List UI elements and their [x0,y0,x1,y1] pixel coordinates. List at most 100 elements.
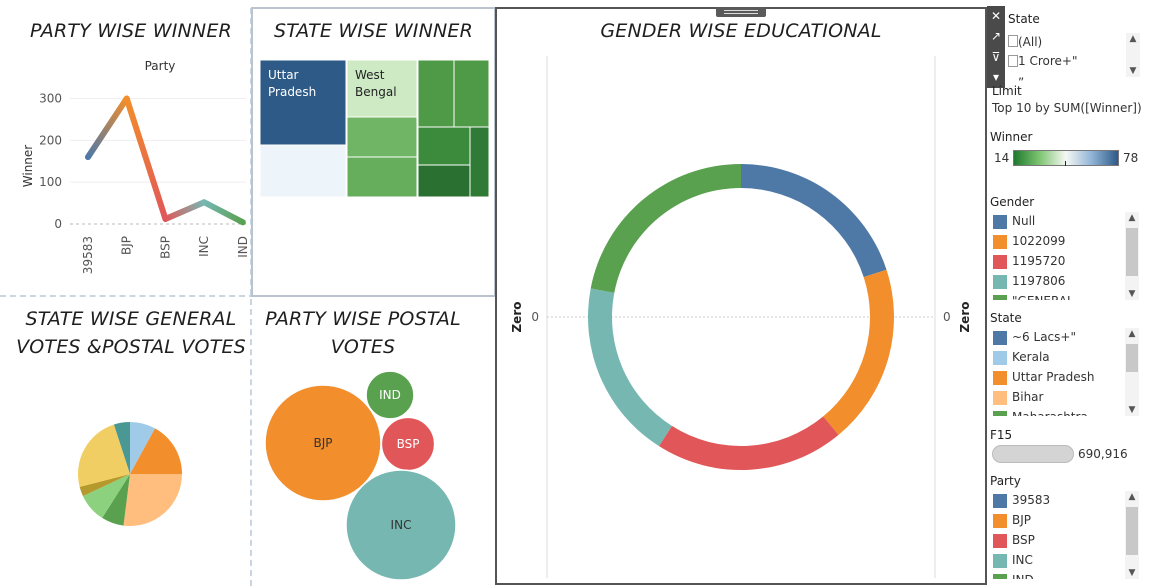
pie-slice[interactable] [113,422,130,474]
drag-handle[interactable] [716,7,766,17]
scroll-thumb[interactable] [1126,344,1138,372]
drag-handle-line [724,13,758,14]
treemap-cell[interactable] [453,59,490,128]
state-swatch [993,331,1007,345]
party-winner-line-chart[interactable]: 300 200 100 0 Party Winner 39583 BJP BSP INC IND [0,50,250,290]
party-postal-title-line1: PARTY WISE POSTAL [265,308,461,330]
scroll-down-icon[interactable]: ▼ [1128,568,1136,578]
gender-swatch [993,235,1007,249]
gender-swatch [993,215,1007,229]
y-tick-label: 0 [54,217,62,231]
line-segment[interactable] [85,95,130,161]
gender-donut-chart[interactable]: Zero Zero 0 0 [497,48,985,583]
gender-legend-header: Gender [990,195,1035,209]
x-tick-label: INC [197,236,211,257]
state-legend-item[interactable]: Bihar [1012,390,1044,404]
menu-dropdown-icon[interactable]: ▾ [992,70,1000,84]
state-legend-item[interactable]: ~6 Lacs+" [1012,330,1076,344]
scroll-down-icon[interactable]: ▼ [1128,289,1136,299]
state-filter-option-all[interactable]: (All) [1018,35,1043,49]
state-legend-header: State [990,311,1022,325]
donut-slice[interactable] [588,288,672,447]
scroll-up-icon[interactable]: ▲ [1128,492,1136,502]
treemap-label: Pradesh [268,85,316,99]
pie-slice[interactable] [79,474,130,497]
scroll-up-icon[interactable]: ▲ [1129,34,1137,44]
popout-icon[interactable]: ↗ [990,29,1002,43]
winner-scale-min: 14 [994,151,1010,165]
party-legend-item[interactable]: INC [1012,553,1033,567]
state-legend-list: ~6 Lacs+" Kerala Uttar Pradesh Bihar Mah… [990,328,1125,416]
state-legend-item[interactable]: Kerala [1012,350,1050,364]
party-legend-item[interactable]: BJP [1012,513,1032,527]
pie-slice[interactable] [82,474,130,518]
pie-slice[interactable] [130,428,182,474]
treemap-cell[interactable] [469,126,490,198]
gender-legend-item[interactable]: "GENERAL [1012,294,1074,300]
treemap-cell[interactable] [417,126,471,166]
treemap-cell[interactable] [259,144,347,198]
winner-scale-max: 78 [1123,151,1139,165]
gender-swatch [993,275,1007,289]
donut-slice[interactable] [590,164,741,293]
state-filter-checkbox-crore[interactable] [1008,55,1018,67]
donut-slice[interactable] [659,416,839,470]
state-filter-header: State [1008,12,1040,26]
treemap-cell[interactable] [346,59,418,118]
pie-slice[interactable] [130,422,156,474]
state-filter-option-crore[interactable]: 1 Crore+" [1018,54,1078,68]
f15-header: F15 [990,428,1013,442]
treemap-cell[interactable] [346,116,418,158]
close-icon[interactable]: ✕ [990,9,1002,23]
gender-legend-scrollbar[interactable]: ▲ ▼ [1125,212,1139,300]
scroll-down-icon[interactable]: ▼ [1128,405,1136,415]
pie-slice[interactable] [78,424,130,487]
party-postal-title-line2: VOTES [330,336,396,358]
donut-slice[interactable] [823,269,894,435]
scroll-up-icon[interactable]: ▲ [1128,329,1136,339]
treemap-cell[interactable] [417,164,471,198]
gender-legend-item[interactable]: 1197806 [1012,274,1066,288]
winner-legend-header: Winner [990,130,1033,144]
state-legend-item[interactable]: Uttar Pradesh [1012,370,1095,384]
party-swatch [993,514,1007,528]
pie-slice[interactable] [102,474,130,526]
bubble[interactable] [345,469,457,581]
scroll-thumb[interactable] [1126,228,1138,276]
scroll-down-icon[interactable]: ▼ [1129,66,1137,76]
divider-v1 [250,8,252,586]
scroll-thumb[interactable] [1126,507,1138,555]
party-postal-bubble-chart[interactable]: BJP IND BSP INC [252,360,494,586]
pie-slice[interactable] [123,474,182,526]
state-winner-treemap[interactable]: Uttar Pradesh West Bengal [252,50,494,210]
state-legend-item[interactable]: Maharashtra [1012,410,1088,416]
gender-legend-item[interactable]: 1022099 [1012,234,1066,248]
party-legend-item[interactable]: IND [1012,573,1034,579]
state-votes-pie-chart[interactable] [60,400,200,540]
f15-range-slider[interactable] [992,445,1074,463]
treemap-cell[interactable] [417,59,455,128]
treemap-cell[interactable] [259,59,347,146]
scroll-up-icon[interactable]: ▲ [1128,213,1136,223]
gender-legend-item[interactable]: 1195720 [1012,254,1066,268]
filter-icon[interactable]: ⊽ [991,50,1001,64]
party-legend-item[interactable]: 39583 [1012,493,1051,507]
party-legend-item[interactable]: BSP [1012,533,1035,547]
party-swatch [993,494,1007,508]
line-segment[interactable] [123,95,169,222]
gender-swatch [993,295,1007,300]
y-tick-label: 200 [39,133,62,147]
state-filter-checkbox-all[interactable] [1008,35,1018,47]
line-segment[interactable] [162,199,208,222]
treemap-cell[interactable] [346,156,418,198]
x-tick-label: IND [236,236,250,258]
gender-legend-item[interactable]: Null [1012,214,1036,228]
bubble[interactable] [365,370,415,420]
state-legend-scrollbar[interactable]: ▲ ▼ [1125,328,1139,416]
line-segment[interactable] [201,199,246,226]
donut-slice[interactable] [741,164,887,278]
x-tick-label: BJP [120,236,134,255]
party-legend-scrollbar[interactable]: ▲ ▼ [1125,491,1139,579]
state-filter-scrollbar[interactable]: ▲ ▼ [1126,33,1140,77]
party-swatch [993,574,1007,579]
